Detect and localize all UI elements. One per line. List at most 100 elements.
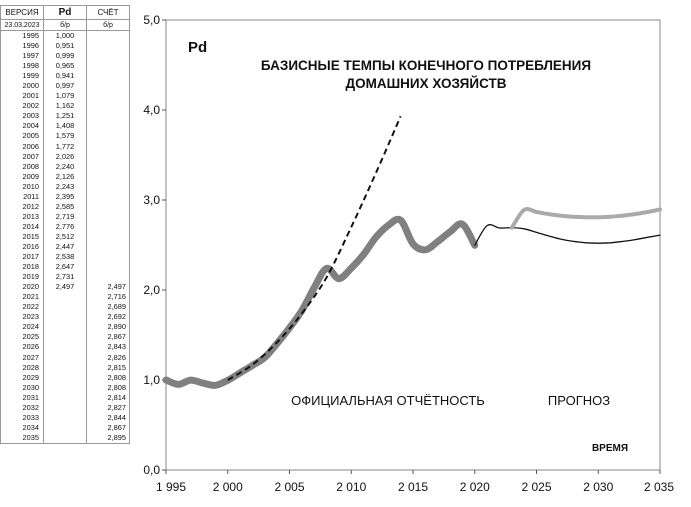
table-row: 2012 2,585 (0, 201, 130, 212)
year-cell: 2019 (0, 272, 44, 283)
table-row: 2029 2,808 (0, 372, 130, 383)
schet-cell: 2,890 (86, 322, 130, 333)
table-row: 2005 1,579 (0, 131, 130, 142)
pd-cell: 2,243 (55, 181, 75, 191)
table-row: 2001 1,079 (0, 91, 130, 102)
schet-cell: 2,867 (86, 422, 130, 433)
year-cell: 2028 (0, 362, 44, 373)
schet-cell: 2,716 (86, 292, 130, 303)
schet-cell (86, 171, 130, 182)
schet-cell: 2,815 (86, 362, 130, 373)
schet-cell (86, 191, 130, 202)
year-cell: 2014 (0, 221, 44, 232)
pd-cell (44, 363, 87, 373)
pd-cell: 1,079 (55, 91, 75, 101)
table-row: 2031 2,814 (0, 392, 130, 403)
pd-cell (44, 403, 87, 413)
schet-cell (86, 241, 130, 253)
series-official-line (162, 215, 479, 389)
schet-cell: 2,827 (86, 402, 130, 413)
year-cell: 2031 (0, 392, 44, 403)
pd-cell: 1,000 (55, 31, 75, 41)
y-tick-label: 3,0 (143, 193, 160, 207)
year-cell: 1995 (0, 30, 44, 42)
x-tick-label: 2 000 (213, 480, 243, 494)
pd-cell (44, 353, 87, 363)
year-cell: 2010 (0, 181, 44, 192)
pd-cell: 1,251 (55, 111, 75, 121)
schet-cell (86, 181, 130, 192)
pd-cell: 1,772 (55, 141, 75, 151)
year-cell: 2004 (0, 121, 44, 132)
year-cell: 2002 (0, 101, 44, 112)
year-cell: 2008 (0, 161, 44, 172)
table-row: 2030 2,808 (0, 382, 130, 393)
y-tick-label: 1,0 (143, 373, 160, 387)
pd-cell: 0,999 (55, 51, 75, 61)
schet-cell: 2,814 (86, 392, 130, 403)
table-row: 2034 2,867 (0, 422, 130, 433)
table-row: 2002 1,162 (0, 101, 130, 112)
y-tick-label: 4,0 (143, 103, 160, 117)
table-row: 2017 2,538 (0, 252, 130, 263)
table-row: 2004 1,408 (0, 121, 130, 132)
schet-cell: 2,808 (86, 372, 130, 383)
table-row: 2014 2,776 (0, 221, 130, 232)
year-cell: 2011 (0, 191, 44, 202)
pd-cell (44, 393, 87, 403)
table-row: 2028 2,815 (0, 362, 130, 373)
table-row: 2019 2,731 (0, 272, 130, 283)
pd-header: Pd (43, 5, 87, 20)
year-cell: 2007 (0, 151, 44, 162)
pd-cell (44, 312, 87, 322)
pd-unit: б/р (43, 19, 87, 31)
pd-cell (43, 432, 87, 444)
table-row: 2024 2,890 (0, 322, 130, 333)
y-tick-label: 5,0 (143, 13, 160, 27)
year-cell: 2015 (0, 231, 44, 242)
table-row: 1998 0,965 (0, 61, 130, 72)
pd-cell (44, 423, 87, 433)
year-cell: 2023 (0, 312, 44, 323)
year-cell: 2030 (0, 382, 44, 393)
schet-header: СЧЁТ (86, 5, 130, 20)
year-cell: 2026 (0, 342, 44, 353)
schet-cell (86, 231, 130, 242)
schet-cell (86, 41, 130, 52)
pd-cell: 2,512 (55, 231, 75, 241)
year-cell: 1999 (0, 71, 44, 82)
x-tick-label: 2 025 (521, 480, 551, 494)
year-cell: 2027 (0, 352, 44, 363)
year-cell: 2013 (0, 211, 44, 222)
table-row: 2013 2,719 (0, 211, 130, 222)
pd-cell (44, 332, 87, 342)
table-row: 2009 2,126 (0, 171, 130, 182)
schet-cell (86, 61, 130, 72)
x-tick-label: 1 995 (156, 480, 186, 494)
pd-cell: 2,240 (55, 161, 75, 171)
table-row: 2032 2,827 (0, 402, 130, 413)
schet-cell (86, 141, 130, 152)
year-cell: 2017 (0, 252, 44, 263)
pd-cell: 2,497 (55, 282, 75, 292)
table-row: 2010 2,243 (0, 181, 130, 192)
year-cell: 2001 (0, 91, 44, 102)
table-row: 2006 1,772 (0, 141, 130, 152)
pd-cell: 2,731 (55, 272, 75, 282)
year-cell: 2009 (0, 171, 44, 182)
pd-cell: 0,997 (55, 81, 75, 91)
schet-cell (86, 131, 130, 142)
x-tick-label: 2 030 (583, 480, 613, 494)
year-cell: 2020 (0, 282, 44, 293)
year-cell: 2024 (0, 322, 44, 333)
pd-cell: 2,026 (55, 151, 75, 161)
schet-cell: 2,689 (86, 302, 130, 313)
x-tick-label: 2 015 (398, 480, 428, 494)
table-row: 2011 2,395 (0, 191, 130, 202)
year-cell: 2032 (0, 402, 44, 413)
schet-cell (86, 211, 130, 222)
schet-cell (86, 201, 130, 212)
year-cell: 2034 (0, 422, 44, 433)
annotation-forecast: ПРОГНОЗ (548, 393, 610, 408)
table-row: 2020 2,497 2,497 (0, 282, 130, 293)
